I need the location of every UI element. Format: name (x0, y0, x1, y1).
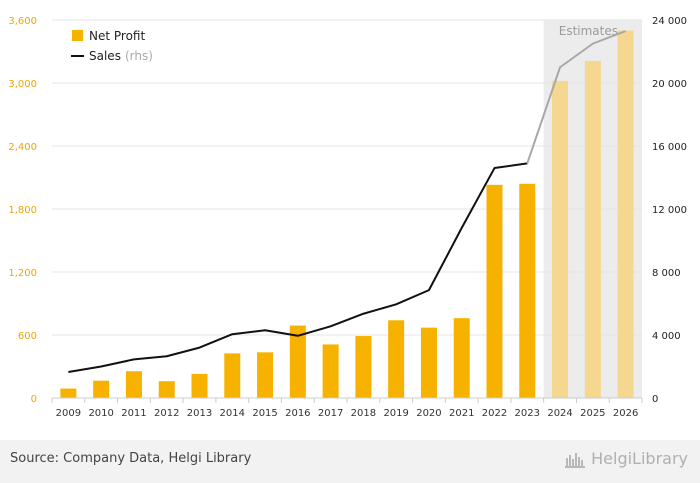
chart: Estimates 0 0 600 4 000 1,200 8 000 1,800 12 00… (8, 16, 687, 419)
x-tick-label: 2015 (252, 408, 277, 419)
y-left-tick-label: 2,400 (8, 142, 37, 153)
y-right-tick-label: 4 000 (652, 331, 681, 342)
x-tick-label: 2022 (482, 408, 507, 419)
x-tick-label: 2018 (351, 408, 376, 419)
bar-net-profit (289, 325, 306, 398)
y-right-tick-label: 16 000 (652, 142, 687, 153)
bar-net-profit (453, 318, 470, 398)
x-tick-label: 2019 (383, 408, 408, 419)
x-tick-label: 2009 (56, 408, 81, 419)
bar-net-profit (355, 336, 372, 398)
x-tick-label: 2010 (88, 408, 113, 419)
x-tick-label: 2016 (285, 408, 310, 419)
library-icon (565, 452, 586, 468)
source-note: Source: Company Data, Helgi Library (10, 451, 252, 466)
x-tick-label: 2025 (580, 408, 605, 419)
bar-net-profit (322, 344, 339, 398)
x-tick-label: 2013 (187, 408, 212, 419)
legend-swatch-net-profit (72, 30, 83, 41)
y-left-tick-label: 3,000 (8, 79, 37, 90)
x-tick-label: 2020 (416, 408, 441, 419)
y-left-tick-label: 1,200 (8, 268, 37, 279)
y-left-tick-label: 3,600 (8, 16, 37, 27)
footer: Source: Company Data, Helgi Library Helg… (0, 440, 700, 483)
x-tick-label: 2017 (318, 408, 343, 419)
x-tick-label: 2024 (547, 408, 572, 419)
bar-net-profit (191, 373, 208, 398)
line-sales (68, 162, 528, 373)
legend: Net Profit Sales (rhs) (71, 29, 153, 63)
y-left-tick-label: 1,800 (8, 205, 37, 216)
estimates-label: Estimates (559, 24, 618, 38)
y-right-tick-label: 8 000 (652, 268, 681, 279)
bar-net-profit (552, 80, 569, 399)
x-tick-label: 2023 (515, 408, 540, 419)
bar-net-profit (257, 352, 274, 398)
bar-net-profit (486, 184, 503, 398)
x-tick-label: 2021 (449, 408, 474, 419)
bar-net-profit (388, 320, 405, 398)
bar-net-profit (224, 353, 241, 398)
y-right-tick-label: 24 000 (652, 16, 687, 27)
brand-logo: HelgiLibrary (565, 449, 688, 468)
y-right-tick-label: 20 000 (652, 79, 687, 90)
y-right-tick-label: 0 (652, 394, 658, 405)
bar-net-profit (519, 183, 536, 398)
legend-sub-rhs: (rhs) (125, 49, 153, 63)
legend-label-net-profit: Net Profit (89, 29, 145, 43)
bar-net-profit (420, 327, 437, 398)
y-left-tick-label: 0 (31, 394, 37, 405)
legend-label-sales: Sales (rhs) (89, 49, 153, 63)
bar-net-profit (125, 371, 142, 398)
x-tick-label: 2012 (154, 408, 179, 419)
bar-net-profit (60, 388, 77, 398)
x-tick-label: 2014 (220, 408, 245, 419)
bar-net-profit (584, 60, 601, 398)
brand-name: HelgiLibrary (591, 449, 688, 468)
y-right-tick-label: 12 000 (652, 205, 687, 216)
bar-net-profit (93, 380, 110, 398)
y-left-tick-label: 600 (18, 331, 37, 342)
x-tick-label: 2026 (613, 408, 638, 419)
bar-net-profit (158, 381, 175, 398)
x-tick-label: 2011 (121, 408, 146, 419)
line-sales-estimate (526, 30, 626, 164)
bar-net-profit (617, 30, 634, 398)
